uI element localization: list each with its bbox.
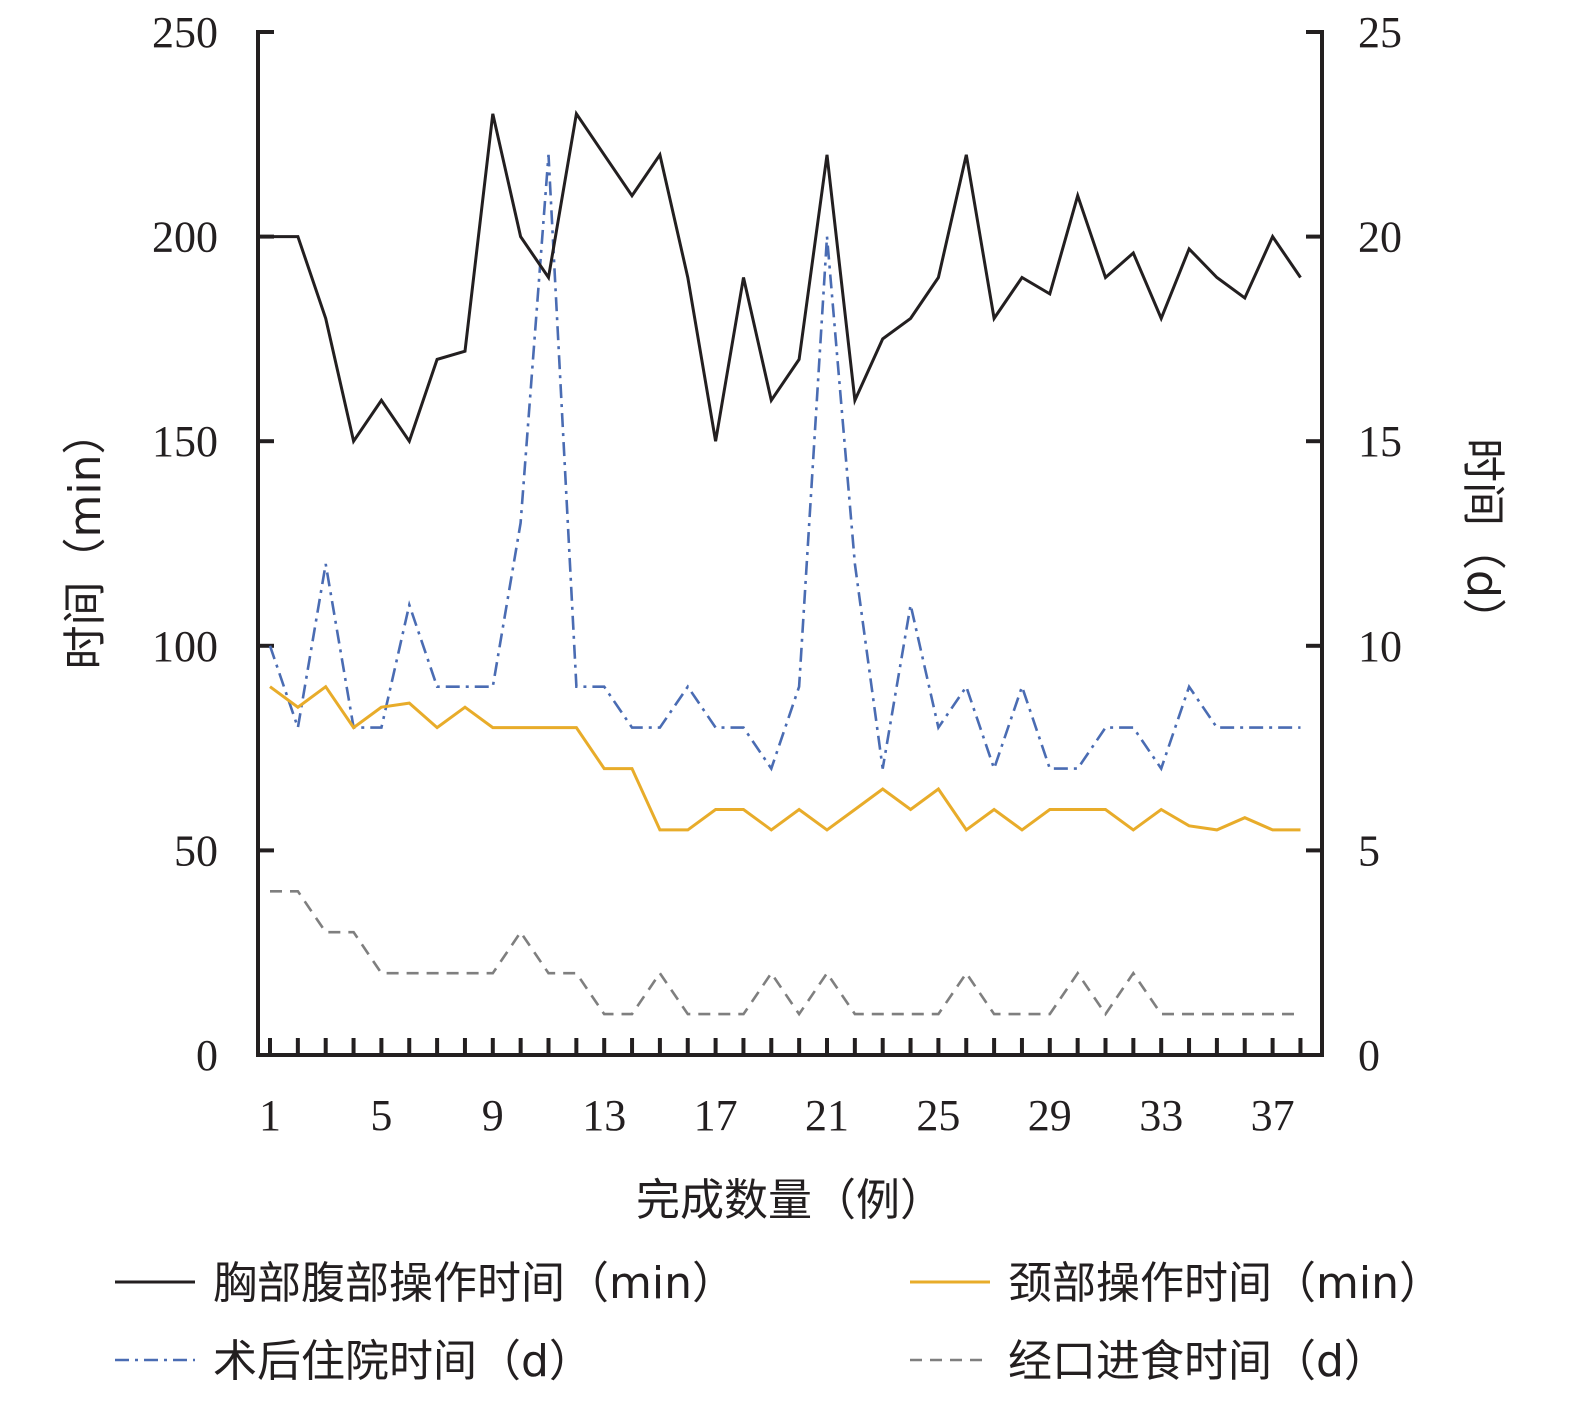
x-tick-label: 9 (482, 1091, 504, 1140)
legend-label-neck: 颈部操作时间（min） (1008, 1258, 1443, 1309)
x-tick-label: 29 (1028, 1091, 1072, 1140)
y-right-tick-label: 10 (1358, 622, 1402, 671)
series-layer (268, 109, 1302, 1017)
y-axis-right-title: 时间（d） (1457, 438, 1508, 642)
y-left-tick-label: 0 (196, 1031, 218, 1080)
series-line-1 (269, 684, 1301, 833)
y-right-tick-label: 20 (1358, 213, 1402, 262)
y-axis-left-title: 时间（min） (60, 411, 111, 670)
y-right-tick-label: 15 (1358, 417, 1402, 466)
x-tick-label: 37 (1251, 1091, 1295, 1140)
y-right-tick-label: 25 (1358, 8, 1402, 57)
series-line-2 (268, 154, 1301, 773)
y-right-tick-label: 5 (1358, 826, 1380, 875)
legend-label-hospital-stay: 术后住院时间（d） (213, 1336, 593, 1387)
series-line-0 (270, 109, 1302, 445)
legend-label-oral-intake: 经口进食时间（d） (1008, 1336, 1388, 1387)
series-line-3 (270, 889, 1301, 1017)
y-left-tick-label: 250 (152, 8, 218, 57)
legend: 胸部腹部操作时间（min） 颈部操作时间（min） 术后住院时间（d） 经口进食… (115, 1258, 1443, 1387)
y-left-tick-label: 150 (152, 417, 218, 466)
x-tick-label: 17 (694, 1091, 738, 1140)
x-tick-label: 21 (805, 1091, 849, 1140)
y-right-tick-label: 0 (1358, 1031, 1380, 1080)
x-tick-label: 25 (916, 1091, 960, 1140)
x-tick-label: 1 (259, 1091, 281, 1140)
x-axis-title: 完成数量（例） (636, 1175, 944, 1226)
legend-label-thoracoabdominal: 胸部腹部操作时间（min） (213, 1258, 736, 1309)
y-left-tick-label: 100 (152, 622, 218, 671)
x-tick-label: 13 (582, 1091, 626, 1140)
x-tick-label: 5 (370, 1091, 392, 1140)
y-left-tick-label: 50 (174, 826, 218, 875)
x-tick-label: 33 (1139, 1091, 1183, 1140)
axes (256, 30, 1324, 1057)
y-left-tick-label: 200 (152, 213, 218, 262)
